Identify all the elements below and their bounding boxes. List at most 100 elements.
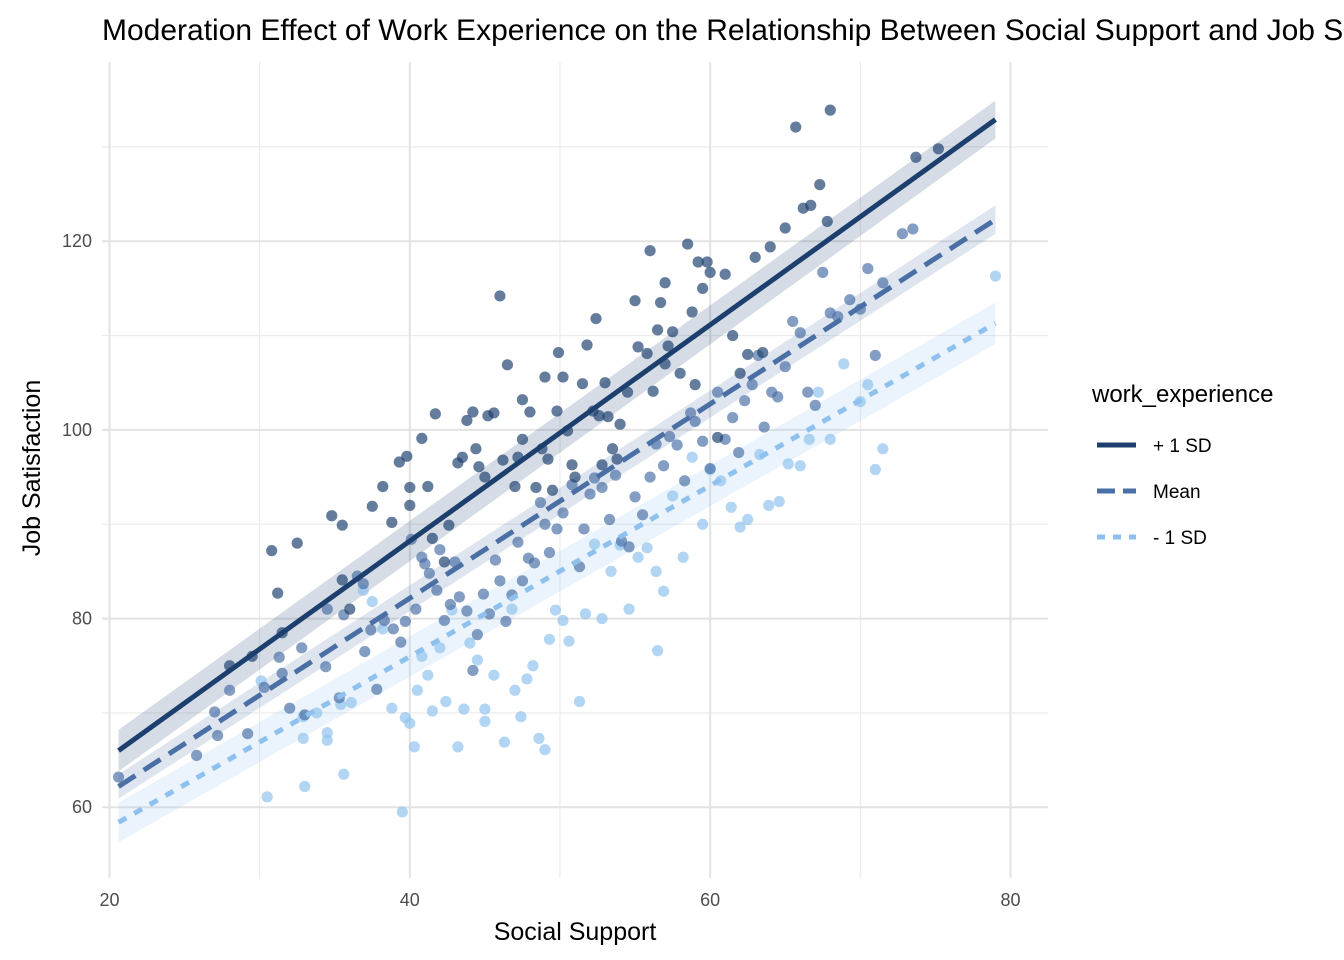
data-point bbox=[727, 412, 739, 424]
data-point bbox=[516, 394, 529, 406]
fit-line bbox=[117, 321, 997, 825]
data-point bbox=[416, 432, 428, 444]
data-point bbox=[515, 711, 527, 723]
data-point bbox=[869, 349, 881, 361]
data-point bbox=[779, 222, 791, 234]
y-axis-title: Job Satisfaction bbox=[18, 380, 46, 557]
data-point bbox=[749, 251, 761, 263]
data-point bbox=[549, 604, 562, 616]
data-point bbox=[431, 584, 443, 596]
data-point bbox=[566, 459, 578, 471]
data-point bbox=[632, 341, 644, 353]
data-point bbox=[692, 256, 704, 268]
data-point bbox=[366, 500, 378, 512]
data-point bbox=[557, 371, 569, 383]
data-point bbox=[667, 490, 679, 502]
data-point bbox=[534, 496, 547, 509]
data-point bbox=[528, 557, 541, 569]
data-point bbox=[862, 262, 874, 275]
data-point bbox=[524, 406, 536, 418]
data-point bbox=[563, 635, 575, 647]
data-point bbox=[599, 377, 611, 389]
data-point bbox=[671, 439, 683, 451]
data-point bbox=[224, 684, 236, 696]
data-point bbox=[434, 544, 446, 556]
fit-line bbox=[117, 217, 997, 789]
data-point bbox=[444, 598, 456, 611]
data-point bbox=[746, 379, 758, 391]
data-point bbox=[719, 268, 731, 280]
y-tick-label: 100 bbox=[62, 420, 92, 440]
data-point bbox=[458, 703, 470, 715]
data-point bbox=[426, 705, 438, 717]
data-point bbox=[509, 480, 521, 493]
data-point bbox=[623, 541, 635, 553]
data-point bbox=[679, 475, 691, 487]
data-point bbox=[422, 669, 434, 681]
data-point bbox=[266, 545, 278, 557]
data-point bbox=[877, 277, 889, 289]
data-point bbox=[366, 595, 378, 608]
data-point bbox=[453, 591, 465, 603]
data-point bbox=[896, 228, 908, 240]
data-point bbox=[272, 587, 284, 599]
data-point bbox=[739, 395, 751, 407]
legend-label: Mean bbox=[1153, 482, 1201, 503]
data-point bbox=[533, 732, 545, 744]
data-point bbox=[579, 608, 592, 620]
data-point bbox=[787, 315, 799, 328]
data-point bbox=[593, 410, 605, 422]
data-point bbox=[542, 453, 554, 465]
data-point bbox=[910, 151, 922, 163]
data-point bbox=[509, 684, 521, 696]
data-point bbox=[242, 728, 254, 740]
data-point bbox=[636, 509, 649, 521]
data-point bbox=[869, 463, 881, 476]
data-point bbox=[704, 266, 716, 278]
chart-title: Moderation Effect of Work Experience on … bbox=[102, 14, 1344, 47]
data-point bbox=[395, 636, 407, 648]
data-point bbox=[321, 603, 333, 615]
data-point bbox=[824, 104, 836, 116]
data-point bbox=[821, 215, 833, 228]
data-point bbox=[779, 361, 791, 373]
data-point bbox=[551, 405, 563, 417]
data-point bbox=[734, 367, 746, 379]
legend-label: + 1 SD bbox=[1153, 436, 1212, 457]
data-point bbox=[712, 431, 724, 444]
data-point bbox=[471, 654, 483, 666]
data-point bbox=[623, 603, 635, 615]
data-point bbox=[438, 556, 450, 568]
data-point bbox=[812, 386, 824, 398]
legend-label: - 1 SD bbox=[1153, 528, 1207, 549]
data-point bbox=[606, 443, 619, 455]
data-point bbox=[603, 513, 616, 526]
data-point bbox=[434, 642, 446, 654]
data-point bbox=[667, 326, 679, 338]
data-point bbox=[512, 536, 524, 548]
data-point bbox=[516, 433, 529, 445]
data-point bbox=[422, 480, 434, 493]
data-point bbox=[461, 414, 473, 427]
data-point bbox=[539, 371, 551, 383]
data-point bbox=[209, 706, 221, 718]
data-point bbox=[488, 407, 500, 419]
data-point bbox=[697, 435, 709, 447]
data-point bbox=[284, 702, 296, 714]
data-point bbox=[467, 664, 479, 677]
data-point bbox=[387, 623, 399, 635]
data-point bbox=[657, 585, 670, 597]
y-tick-label: 60 bbox=[72, 797, 92, 817]
data-point bbox=[659, 277, 671, 289]
data-point bbox=[336, 574, 348, 586]
data-point bbox=[629, 491, 641, 503]
x-tick-label: 40 bbox=[400, 890, 420, 910]
data-point bbox=[345, 696, 357, 709]
legend: work_experience + 1 SD Mean - 1 SD bbox=[1091, 381, 1273, 549]
data-point bbox=[516, 575, 529, 587]
data-point bbox=[805, 199, 817, 211]
data-point bbox=[576, 378, 589, 390]
data-point bbox=[641, 347, 653, 360]
data-point bbox=[320, 661, 332, 673]
